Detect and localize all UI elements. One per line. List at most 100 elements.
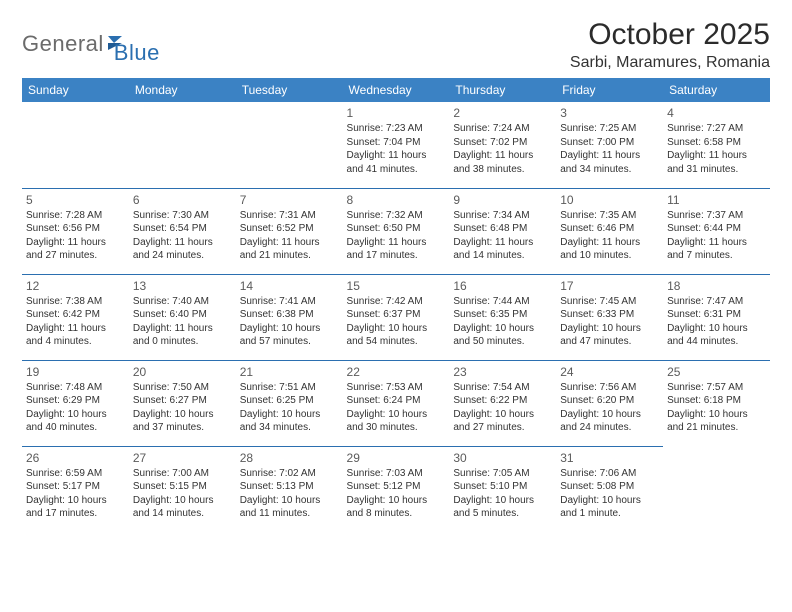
sunset-text: Sunset: 5:17 PM [26, 480, 125, 494]
daylight-text: Daylight: 10 hours and 1 minute. [560, 494, 659, 521]
calendar-cell: 31Sunrise: 7:06 AMSunset: 5:08 PMDayligh… [556, 446, 663, 532]
sunrise-text: Sunrise: 7:31 AM [240, 209, 339, 223]
day-number: 3 [560, 105, 659, 121]
calendar-cell: 30Sunrise: 7:05 AMSunset: 5:10 PMDayligh… [449, 446, 556, 532]
calendar-cell: 10Sunrise: 7:35 AMSunset: 6:46 PMDayligh… [556, 188, 663, 274]
daylight-text: Daylight: 10 hours and 14 minutes. [133, 494, 232, 521]
sunrise-text: Sunrise: 7:41 AM [240, 295, 339, 309]
calendar-cell [236, 102, 343, 188]
sunset-text: Sunset: 6:52 PM [240, 222, 339, 236]
calendar-cell: 3Sunrise: 7:25 AMSunset: 7:00 PMDaylight… [556, 102, 663, 188]
sunset-text: Sunset: 6:42 PM [26, 308, 125, 322]
sunrise-text: Sunrise: 7:32 AM [347, 209, 446, 223]
sunrise-text: Sunrise: 7:44 AM [453, 295, 552, 309]
sunrise-text: Sunrise: 7:42 AM [347, 295, 446, 309]
sunset-text: Sunset: 6:58 PM [667, 136, 766, 150]
sunrise-text: Sunrise: 7:56 AM [560, 381, 659, 395]
sunset-text: Sunset: 5:15 PM [133, 480, 232, 494]
sunset-text: Sunset: 6:27 PM [133, 394, 232, 408]
calendar-cell: 17Sunrise: 7:45 AMSunset: 6:33 PMDayligh… [556, 274, 663, 360]
daylight-text: Daylight: 10 hours and 27 minutes. [453, 408, 552, 435]
day-number: 6 [133, 192, 232, 208]
sunrise-text: Sunrise: 7:03 AM [347, 467, 446, 481]
location: Sarbi, Maramures, Romania [570, 54, 770, 72]
sunrise-text: Sunrise: 7:40 AM [133, 295, 232, 309]
header: General Blue October 2025 Sarbi, Maramur… [22, 18, 770, 72]
day-number: 30 [453, 450, 552, 466]
day-number: 15 [347, 278, 446, 294]
sunrise-text: Sunrise: 7:54 AM [453, 381, 552, 395]
day-number: 9 [453, 192, 552, 208]
daylight-text: Daylight: 10 hours and 5 minutes. [453, 494, 552, 521]
sunset-text: Sunset: 6:20 PM [560, 394, 659, 408]
calendar-cell: 15Sunrise: 7:42 AMSunset: 6:37 PMDayligh… [343, 274, 450, 360]
calendar-cell: 14Sunrise: 7:41 AMSunset: 6:38 PMDayligh… [236, 274, 343, 360]
sunrise-text: Sunrise: 7:37 AM [667, 209, 766, 223]
calendar-cell: 21Sunrise: 7:51 AMSunset: 6:25 PMDayligh… [236, 360, 343, 446]
daylight-text: Daylight: 11 hours and 41 minutes. [347, 149, 446, 176]
sunrise-text: Sunrise: 7:51 AM [240, 381, 339, 395]
daylight-text: Daylight: 10 hours and 34 minutes. [240, 408, 339, 435]
sunset-text: Sunset: 6:33 PM [560, 308, 659, 322]
daylight-text: Daylight: 11 hours and 24 minutes. [133, 236, 232, 263]
day-number: 26 [26, 450, 125, 466]
day-number: 28 [240, 450, 339, 466]
logo-text-blue: Blue [114, 40, 160, 66]
calendar-cell: 16Sunrise: 7:44 AMSunset: 6:35 PMDayligh… [449, 274, 556, 360]
day-number: 20 [133, 364, 232, 380]
sunset-text: Sunset: 6:56 PM [26, 222, 125, 236]
sunrise-text: Sunrise: 6:59 AM [26, 467, 125, 481]
weekday-header: Tuesday [236, 78, 343, 102]
sunrise-text: Sunrise: 7:45 AM [560, 295, 659, 309]
day-number: 16 [453, 278, 552, 294]
daylight-text: Daylight: 10 hours and 17 minutes. [26, 494, 125, 521]
sunset-text: Sunset: 6:29 PM [26, 394, 125, 408]
sunset-text: Sunset: 6:25 PM [240, 394, 339, 408]
day-number: 31 [560, 450, 659, 466]
sunrise-text: Sunrise: 7:25 AM [560, 122, 659, 136]
sunset-text: Sunset: 6:37 PM [347, 308, 446, 322]
sunset-text: Sunset: 6:38 PM [240, 308, 339, 322]
calendar-cell: 27Sunrise: 7:00 AMSunset: 5:15 PMDayligh… [129, 446, 236, 532]
day-number: 2 [453, 105, 552, 121]
calendar-cell: 11Sunrise: 7:37 AMSunset: 6:44 PMDayligh… [663, 188, 770, 274]
day-number: 13 [133, 278, 232, 294]
daylight-text: Daylight: 11 hours and 10 minutes. [560, 236, 659, 263]
sunrise-text: Sunrise: 7:23 AM [347, 122, 446, 136]
sunrise-text: Sunrise: 7:28 AM [26, 209, 125, 223]
day-number: 10 [560, 192, 659, 208]
calendar-cell: 5Sunrise: 7:28 AMSunset: 6:56 PMDaylight… [22, 188, 129, 274]
calendar-cell [129, 102, 236, 188]
daylight-text: Daylight: 10 hours and 50 minutes. [453, 322, 552, 349]
sunset-text: Sunset: 5:13 PM [240, 480, 339, 494]
day-number: 24 [560, 364, 659, 380]
calendar-cell: 7Sunrise: 7:31 AMSunset: 6:52 PMDaylight… [236, 188, 343, 274]
daylight-text: Daylight: 11 hours and 14 minutes. [453, 236, 552, 263]
sunrise-text: Sunrise: 7:53 AM [347, 381, 446, 395]
calendar-cell: 22Sunrise: 7:53 AMSunset: 6:24 PMDayligh… [343, 360, 450, 446]
daylight-text: Daylight: 10 hours and 37 minutes. [133, 408, 232, 435]
sunset-text: Sunset: 6:46 PM [560, 222, 659, 236]
sunset-text: Sunset: 6:35 PM [453, 308, 552, 322]
sunrise-text: Sunrise: 7:24 AM [453, 122, 552, 136]
daylight-text: Daylight: 11 hours and 7 minutes. [667, 236, 766, 263]
daylight-text: Daylight: 10 hours and 57 minutes. [240, 322, 339, 349]
daylight-text: Daylight: 10 hours and 21 minutes. [667, 408, 766, 435]
calendar-cell: 25Sunrise: 7:57 AMSunset: 6:18 PMDayligh… [663, 360, 770, 446]
calendar-cell: 26Sunrise: 6:59 AMSunset: 5:17 PMDayligh… [22, 446, 129, 532]
daylight-text: Daylight: 10 hours and 54 minutes. [347, 322, 446, 349]
calendar-cell: 28Sunrise: 7:02 AMSunset: 5:13 PMDayligh… [236, 446, 343, 532]
calendar-cell: 2Sunrise: 7:24 AMSunset: 7:02 PMDaylight… [449, 102, 556, 188]
day-number: 19 [26, 364, 125, 380]
calendar-cell: 18Sunrise: 7:47 AMSunset: 6:31 PMDayligh… [663, 274, 770, 360]
weekday-header: Thursday [449, 78, 556, 102]
weekday-header: Wednesday [343, 78, 450, 102]
day-number: 11 [667, 192, 766, 208]
daylight-text: Daylight: 11 hours and 38 minutes. [453, 149, 552, 176]
day-number: 1 [347, 105, 446, 121]
weekday-header-row: Sunday Monday Tuesday Wednesday Thursday… [22, 78, 770, 102]
day-number: 12 [26, 278, 125, 294]
daylight-text: Daylight: 11 hours and 4 minutes. [26, 322, 125, 349]
day-number: 17 [560, 278, 659, 294]
calendar-row: 1Sunrise: 7:23 AMSunset: 7:04 PMDaylight… [22, 102, 770, 188]
